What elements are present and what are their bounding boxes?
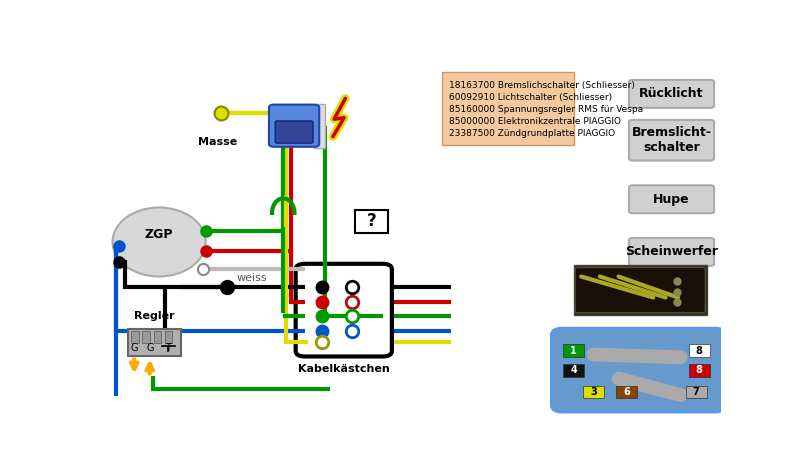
Text: 18163700 Bremslichschalter (Schliesser): 18163700 Bremslichschalter (Schliesser): [449, 81, 635, 90]
Text: 85000000 Elektronikzentrale PIAGGIO: 85000000 Elektronikzentrale PIAGGIO: [449, 117, 621, 126]
Ellipse shape: [112, 208, 206, 277]
FancyBboxPatch shape: [143, 330, 150, 343]
FancyBboxPatch shape: [629, 238, 714, 266]
FancyBboxPatch shape: [551, 328, 726, 412]
Text: Bremslicht-
schalter: Bremslicht- schalter: [631, 126, 711, 154]
FancyBboxPatch shape: [356, 210, 388, 233]
Text: Hupe: Hupe: [654, 193, 690, 206]
FancyBboxPatch shape: [269, 105, 320, 147]
FancyBboxPatch shape: [128, 329, 181, 356]
Text: 3: 3: [590, 387, 597, 397]
FancyBboxPatch shape: [686, 386, 706, 398]
Text: ZGP: ZGP: [145, 228, 173, 241]
Text: Scheinwerfer: Scheinwerfer: [625, 245, 718, 259]
Text: 4: 4: [570, 365, 578, 375]
Text: 8: 8: [696, 365, 702, 375]
Text: 7: 7: [693, 387, 699, 397]
FancyBboxPatch shape: [689, 364, 710, 377]
Text: 1: 1: [570, 346, 578, 355]
FancyBboxPatch shape: [629, 185, 714, 213]
Text: Rücklicht: Rücklicht: [639, 87, 704, 101]
Text: T: T: [166, 343, 171, 353]
Text: 85160000 Spannungsregler RMS für Vespa: 85160000 Spannungsregler RMS für Vespa: [449, 105, 643, 114]
Text: weiss: weiss: [237, 273, 268, 283]
FancyBboxPatch shape: [563, 345, 585, 357]
FancyBboxPatch shape: [575, 268, 706, 313]
FancyBboxPatch shape: [574, 265, 706, 315]
Text: Regler: Regler: [134, 311, 175, 321]
FancyBboxPatch shape: [131, 330, 139, 343]
Text: Kabelkästchen: Kabelkästchen: [298, 364, 389, 374]
FancyBboxPatch shape: [629, 80, 714, 108]
Text: G: G: [131, 343, 138, 353]
Text: 60092910 Lichtschalter (Schliesser): 60092910 Lichtschalter (Schliesser): [449, 93, 612, 102]
FancyBboxPatch shape: [583, 386, 604, 398]
FancyBboxPatch shape: [276, 121, 313, 143]
FancyBboxPatch shape: [314, 104, 325, 147]
FancyBboxPatch shape: [154, 330, 161, 343]
FancyBboxPatch shape: [689, 345, 710, 357]
Text: ?: ?: [367, 212, 376, 230]
FancyBboxPatch shape: [296, 264, 392, 356]
Text: Masse: Masse: [199, 136, 238, 147]
Text: 8: 8: [696, 346, 702, 355]
FancyBboxPatch shape: [442, 72, 574, 145]
FancyBboxPatch shape: [165, 330, 172, 343]
Text: G: G: [146, 343, 154, 353]
FancyBboxPatch shape: [629, 120, 714, 160]
Text: 6: 6: [623, 387, 630, 397]
FancyBboxPatch shape: [616, 386, 637, 398]
FancyBboxPatch shape: [563, 364, 585, 377]
Text: 23387500 Zündgrundplatte PIAGGIO: 23387500 Zündgrundplatte PIAGGIO: [449, 129, 615, 138]
